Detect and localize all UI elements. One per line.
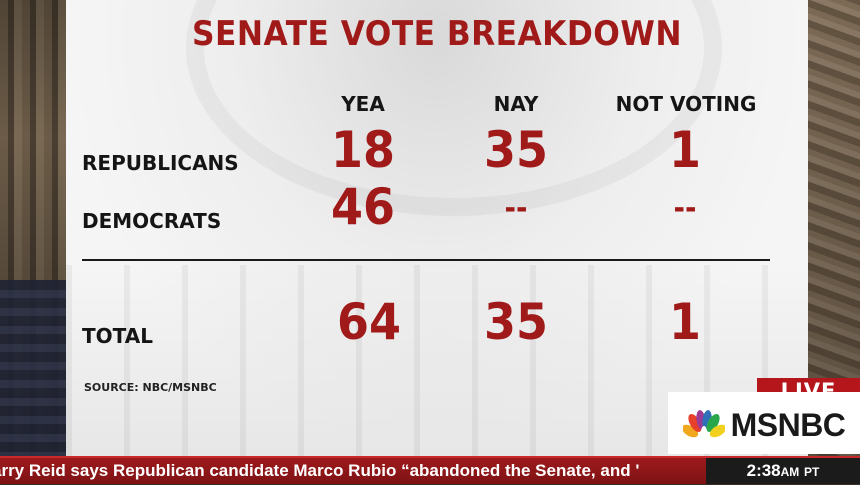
democrats-yea: 46: [330, 178, 396, 236]
clock-time: 2:38: [746, 461, 781, 480]
graphic-title: SENATE VOTE BREAKDOWN: [192, 14, 682, 54]
total-yea: 64: [336, 293, 402, 351]
ticker-clock: 2:38AM PT: [706, 458, 860, 484]
background-left-chamber: [0, 0, 66, 458]
vote-breakdown-panel: SENATE VOTE BREAKDOWN YEA NAY NOT VOTING…: [66, 0, 808, 458]
ticker-headline-text: arry Reid says Republican candidate Marc…: [0, 461, 640, 480]
background-seats: [0, 280, 66, 458]
clock-meridiem: AM: [780, 465, 800, 479]
source-credit: SOURCE: NBC/MSNBC: [84, 381, 217, 394]
row-label-democrats: DEMOCRATS: [82, 209, 222, 233]
democrats-nay: --: [504, 191, 528, 226]
republicans-yea: 18: [330, 121, 396, 179]
ticker-headline: arry Reid says Republican candidate Marc…: [0, 459, 706, 485]
network-name: MSNBC: [730, 406, 846, 443]
total-not-voting: 1: [668, 293, 701, 351]
column-header-not-voting: NOT VOTING: [615, 92, 757, 116]
republicans-nay: 35: [483, 121, 549, 179]
column-header-yea: YEA: [341, 92, 385, 116]
news-ticker: arry Reid says Republican candidate Marc…: [0, 456, 860, 484]
network-bug: MSNBC: [668, 392, 860, 454]
column-header-nay: NAY: [493, 92, 539, 116]
row-label-total: TOTAL: [82, 324, 153, 348]
clock-timezone: PT: [804, 465, 820, 479]
total-divider: [82, 259, 770, 261]
peacock-logo-icon: [682, 410, 725, 438]
republicans-not-voting: 1: [668, 121, 701, 179]
total-nay: 35: [483, 293, 549, 351]
row-label-republicans: REPUBLICANS: [82, 151, 239, 175]
democrats-not-voting: --: [673, 191, 697, 226]
